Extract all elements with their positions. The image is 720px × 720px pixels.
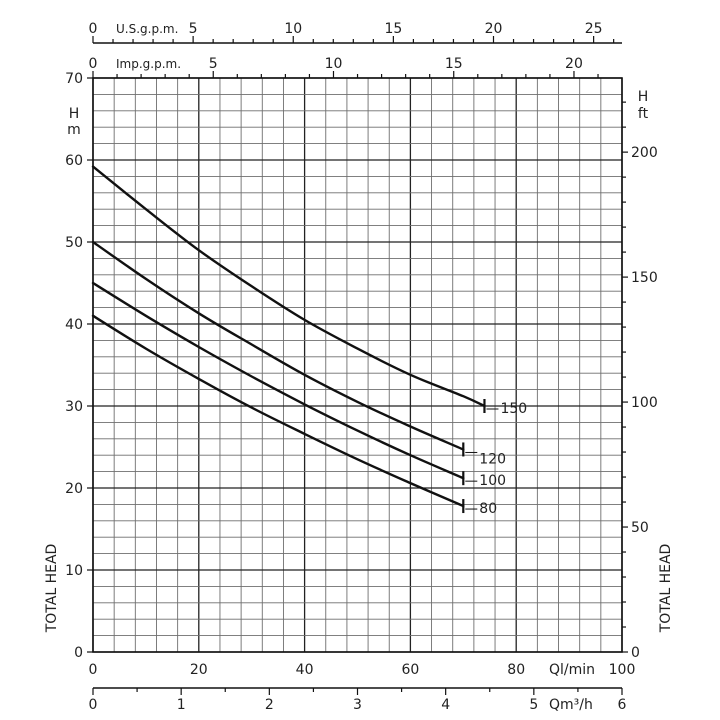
- bottom-axis-2-unit: Qm³/h: [549, 697, 593, 713]
- y-tick-label: 30: [65, 399, 83, 415]
- performance-curves: [91, 165, 499, 514]
- right-unit-h: H: [638, 89, 649, 105]
- bottom-axis-2-tick-label: 3: [353, 697, 362, 713]
- bottom-axis-2-tick-label: 4: [441, 697, 450, 713]
- bottom-axis-2-tick-label: 0: [89, 697, 98, 713]
- bottom-axis-2-tick-label: 2: [265, 697, 274, 713]
- y-tick-label: 40: [65, 317, 83, 333]
- grid: [92, 77, 623, 653]
- x-tick-label: 40: [296, 662, 314, 678]
- top-axis-us-tick-label: 15: [384, 21, 402, 37]
- x-tick-label: 0: [89, 662, 98, 678]
- top-axis-us-tick-label: 5: [189, 21, 198, 37]
- x-tick-label: 100: [609, 662, 636, 678]
- top-axis-imp-tick-label: 10: [325, 56, 343, 72]
- top-axis-imp-tick-label: 0: [89, 56, 98, 72]
- right-unit-ft: ft: [638, 106, 649, 122]
- left-axis-title: TOTAL HEAD: [44, 544, 60, 634]
- series-line-120: [91, 240, 465, 451]
- y-tick-label: 50: [65, 235, 83, 251]
- top-axis-us-tick-label: 10: [284, 21, 302, 37]
- right-axis-title: TOTAL HEAD: [658, 544, 674, 634]
- top-axis-us-tick-label: 25: [585, 21, 603, 37]
- series-line-80: [91, 314, 465, 508]
- series-label-80: 80: [479, 501, 497, 517]
- top-axis-us-label: U.S.g.p.m.: [116, 22, 178, 36]
- labels: U.S.g.p.m. Imp.g.p.m. H m H ft TOTAL HEA…: [44, 21, 674, 713]
- top-axis-imp-tick-label: 15: [445, 56, 463, 72]
- bottom-axis-2-tick-label: 5: [529, 697, 538, 713]
- bottom-axis-2-tick-label: 6: [618, 697, 627, 713]
- right-axis-tick-label: 100: [631, 395, 658, 411]
- series-label-100: 100: [479, 473, 506, 489]
- y-tick-label: 0: [74, 645, 83, 661]
- top-axis-imp-label: Imp.g.p.m.: [116, 57, 181, 71]
- top-axis-us-tick-label: 20: [485, 21, 503, 37]
- top-axis-imp-tick-label: 5: [209, 56, 218, 72]
- y-tick-label: 70: [65, 71, 83, 87]
- series-label-120: 120: [479, 451, 506, 467]
- right-axis-tick-label: 150: [631, 270, 658, 286]
- left-unit-m: m: [67, 122, 81, 138]
- x-axis-title: Ql/min: [549, 662, 595, 678]
- series-line-150: [91, 165, 486, 408]
- y-tick-label: 10: [65, 563, 83, 579]
- y-tick-label: 60: [65, 153, 83, 169]
- x-tick-label: 20: [190, 662, 208, 678]
- top-axis-us-tick-label: 0: [89, 21, 98, 37]
- right-axis-tick-label: 200: [631, 145, 658, 161]
- y-tick-label: 20: [65, 481, 83, 497]
- series-label-150: 150: [500, 401, 527, 417]
- bottom-axis-2-tick-label: 1: [177, 697, 186, 713]
- top-axis-imp-tick-label: 20: [565, 56, 583, 72]
- right-axis-tick-label: 0: [631, 645, 640, 661]
- right-axis-tick-label: 50: [631, 520, 649, 536]
- left-unit-h: H: [69, 106, 80, 122]
- x-tick-label: 80: [507, 662, 525, 678]
- series-line-100: [91, 281, 465, 480]
- axes: [87, 36, 628, 695]
- x-tick-label: 60: [401, 662, 419, 678]
